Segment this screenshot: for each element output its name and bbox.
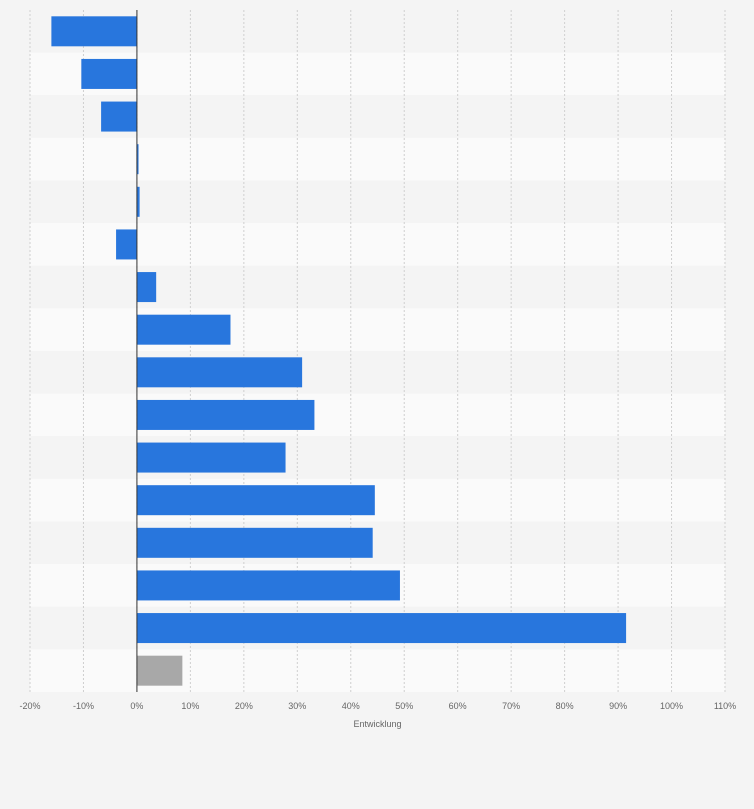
row-band [30, 52, 725, 96]
row-band [30, 10, 725, 53]
bar[interactable] [136, 442, 286, 473]
row-band [30, 180, 725, 224]
bar[interactable] [136, 527, 373, 558]
row-band [30, 265, 725, 309]
bars [51, 16, 627, 686]
x-tick-label: -10% [73, 701, 94, 711]
row-band [30, 521, 725, 565]
x-tick-label: 20% [235, 701, 253, 711]
row-band [30, 137, 725, 181]
row-band [30, 351, 725, 394]
x-tick-label: 0% [130, 701, 143, 711]
row-band [30, 436, 725, 479]
x-tick-label: 100% [660, 701, 683, 711]
x-tick-label: 50% [395, 701, 413, 711]
x-tick-label: 110% [714, 701, 736, 711]
row-band [30, 95, 725, 138]
bar[interactable] [136, 485, 375, 516]
x-tick-label: 70% [502, 701, 520, 711]
bar[interactable] [136, 570, 400, 601]
x-axis-title: Entwicklung [353, 719, 401, 729]
x-tick-label: -20% [19, 701, 40, 711]
bar[interactable] [81, 58, 137, 89]
row-band [30, 649, 725, 692]
row-band [30, 308, 725, 351]
bar[interactable] [101, 101, 137, 132]
bar[interactable] [116, 229, 137, 260]
bar[interactable] [136, 399, 315, 430]
bar[interactable] [136, 613, 627, 644]
x-tick-label: 80% [556, 701, 574, 711]
x-tick-label: 10% [181, 701, 199, 711]
x-axis-tick-labels: -20% -10% 0% 10% 20% 30% 40% 50% 60% 70% 80% 90% 100… [19, 701, 736, 711]
row-band [30, 478, 725, 522]
x-tick-label: 60% [449, 701, 467, 711]
bar[interactable] [136, 357, 303, 388]
bar[interactable] [136, 186, 140, 217]
bar[interactable] [136, 272, 157, 303]
bar[interactable] [136, 655, 183, 686]
x-tick-label: 90% [609, 701, 627, 711]
x-tick-label: 30% [288, 701, 306, 711]
x-tick-label: 40% [342, 701, 360, 711]
bar[interactable] [136, 144, 139, 175]
row-band [30, 223, 725, 266]
row-band [30, 393, 725, 437]
bar[interactable] [136, 314, 231, 345]
bar[interactable] [51, 16, 137, 47]
